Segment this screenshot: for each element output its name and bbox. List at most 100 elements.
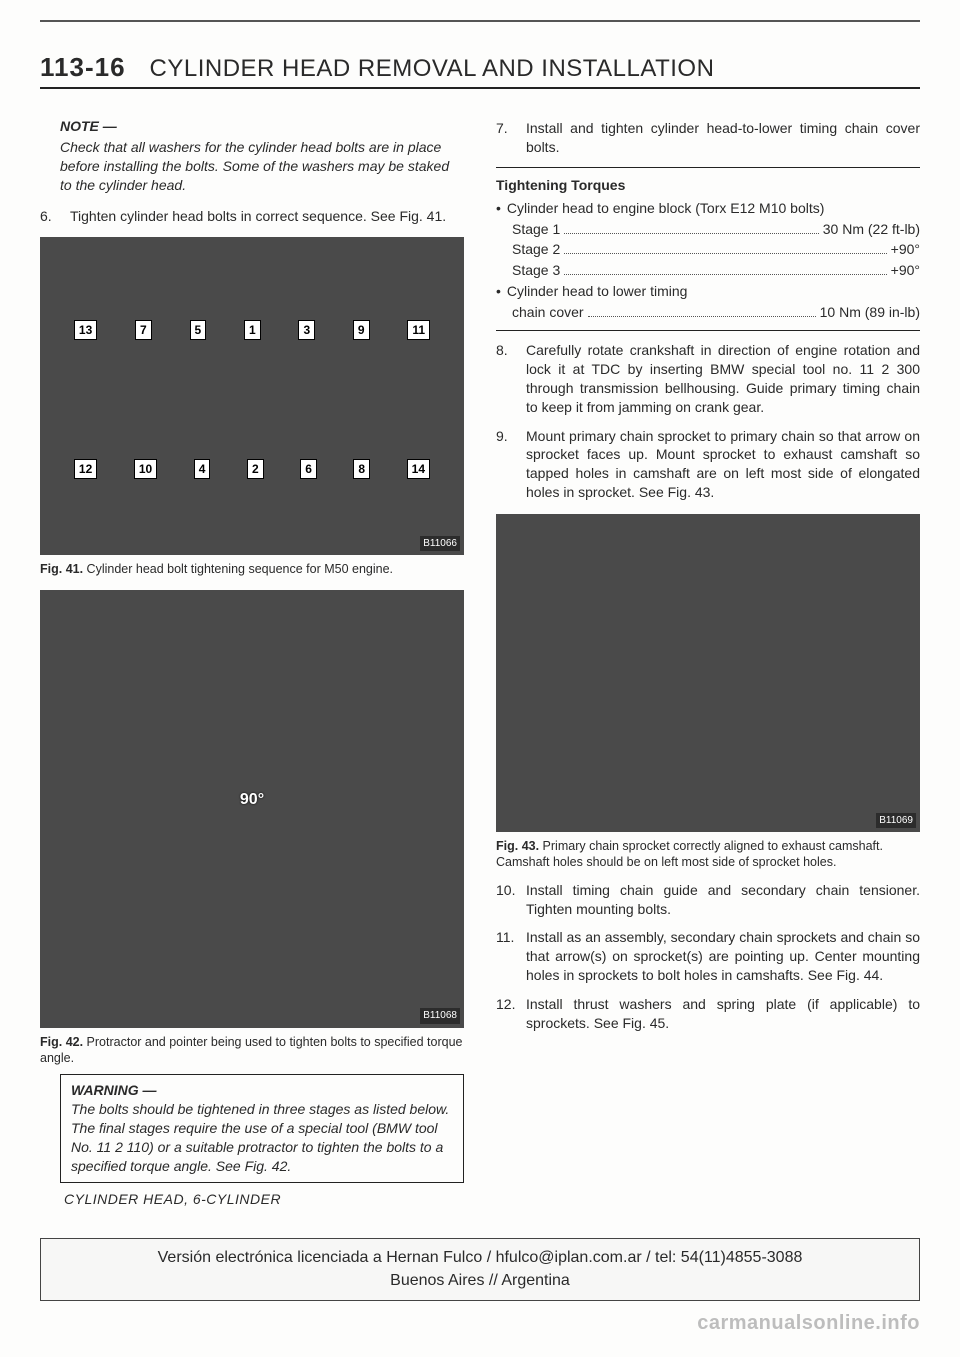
figure-41: 13 7 5 1 3 9 11 12 10 4 2 6 8 bbox=[40, 237, 464, 577]
watermark: carmanualsonline.info bbox=[697, 1312, 920, 1335]
bullet-icon: • bbox=[496, 282, 501, 301]
step-11: 11. Install as an assembly, secondary ch… bbox=[496, 928, 920, 985]
bolt-num: 8 bbox=[353, 459, 370, 479]
step-text: Mount primary chain sprocket to primary … bbox=[526, 427, 920, 503]
torque-label: Stage 3 bbox=[512, 261, 560, 280]
torque-item: Stage 1 30 Nm (22 ft-lb) bbox=[512, 220, 920, 239]
bolt-num: 9 bbox=[353, 320, 370, 340]
dot-leader bbox=[564, 274, 886, 275]
bolt-seq-bottom: 12 10 4 2 6 8 14 bbox=[74, 459, 430, 479]
figure-41-caption: Fig. 41. Cylinder head bolt tightening s… bbox=[40, 561, 464, 577]
torque-label: Cylinder head to lower timing bbox=[507, 282, 688, 301]
figure-42-caption: Fig. 42. Protractor and pointer being us… bbox=[40, 1034, 464, 1067]
figure-label: Fig. 42. bbox=[40, 1035, 83, 1049]
dot-leader bbox=[588, 316, 816, 317]
figure-42-image: 90° B11068 bbox=[40, 590, 464, 1028]
figure-id: B11068 bbox=[420, 1008, 460, 1024]
bolt-num: 3 bbox=[298, 320, 315, 340]
step-number: 11. bbox=[496, 928, 518, 985]
step-text: Install and tighten cylinder head-to-low… bbox=[526, 119, 920, 157]
license-bar: Versión electrónica licenciada a Hernan … bbox=[40, 1238, 920, 1301]
section-rule bbox=[496, 330, 920, 331]
torque-item: chain cover 10 Nm (89 in-lb) bbox=[512, 303, 920, 322]
footer-section-title: CYLINDER HEAD, 6-CYLINDER bbox=[64, 1191, 281, 1207]
angle-label: 90° bbox=[240, 789, 264, 811]
step-number: 9. bbox=[496, 427, 518, 503]
warning-box: WARNING — The bolts should be tightened … bbox=[60, 1074, 464, 1182]
content-columns: NOTE — Check that all washers for the cy… bbox=[40, 109, 920, 1195]
figure-43: B11069 Fig. 43. Primary chain sprocket c… bbox=[496, 514, 920, 871]
page-header: 113-16 CYLINDER HEAD REMOVAL AND INSTALL… bbox=[40, 52, 920, 83]
torque-value: 30 Nm (22 ft-lb) bbox=[823, 220, 920, 239]
figure-label: Fig. 41. bbox=[40, 562, 83, 576]
step-text: Carefully rotate crankshaft in direction… bbox=[526, 341, 920, 417]
torque-item: • Cylinder head to engine block (Torx E1… bbox=[496, 199, 920, 218]
figure-caption-text: Protractor and pointer being used to tig… bbox=[40, 1035, 463, 1065]
bolt-seq-top: 13 7 5 1 3 9 11 bbox=[74, 320, 430, 340]
bolt-num: 4 bbox=[194, 459, 211, 479]
figure-41-image: 13 7 5 1 3 9 11 12 10 4 2 6 8 bbox=[40, 237, 464, 555]
dot-leader bbox=[564, 253, 886, 254]
warning-text: The bolts should be tightened in three s… bbox=[71, 1100, 453, 1176]
page-number: 113-16 bbox=[40, 52, 126, 83]
left-column: NOTE — Check that all washers for the cy… bbox=[40, 109, 464, 1195]
step-number: 12. bbox=[496, 995, 518, 1033]
bolt-num: 5 bbox=[190, 320, 207, 340]
figure-42: 90° B11068 Fig. 42. Protractor and point… bbox=[40, 590, 464, 1067]
step-12: 12. Install thrust washers and spring pl… bbox=[496, 995, 920, 1033]
figure-43-caption: Fig. 43. Primary chain sprocket correctl… bbox=[496, 838, 920, 871]
license-line-1: Versión electrónica licenciada a Hernan … bbox=[47, 1247, 913, 1269]
torque-value: +90° bbox=[891, 261, 920, 280]
step-number: 10. bbox=[496, 881, 518, 919]
step-6: 6. Tighten cylinder head bolts in correc… bbox=[40, 207, 464, 226]
torque-list: • Cylinder head to engine block (Torx E1… bbox=[496, 199, 920, 322]
bolt-num: 10 bbox=[134, 459, 157, 479]
bolt-num: 11 bbox=[407, 320, 430, 340]
torque-item: • Cylinder head to lower timing bbox=[496, 282, 920, 301]
license-line-2: Buenos Aires // Argentina bbox=[47, 1270, 913, 1292]
torque-label: Stage 2 bbox=[512, 240, 560, 259]
step-number: 8. bbox=[496, 341, 518, 417]
top-rule bbox=[40, 20, 920, 22]
torque-heading: Tightening Torques bbox=[496, 176, 920, 195]
torque-label: chain cover bbox=[512, 303, 584, 322]
bolt-num: 1 bbox=[244, 320, 261, 340]
step-text: Install timing chain guide and secondary… bbox=[526, 881, 920, 919]
step-number: 7. bbox=[496, 119, 518, 157]
bullet-icon: • bbox=[496, 199, 501, 218]
note-box: NOTE — Check that all washers for the cy… bbox=[60, 117, 464, 195]
page-title: CYLINDER HEAD REMOVAL AND INSTALLATION bbox=[150, 55, 715, 83]
bolt-num: 7 bbox=[135, 320, 152, 340]
figure-caption-text: Primary chain sprocket correctly aligned… bbox=[496, 839, 883, 869]
figure-id: B11066 bbox=[420, 536, 460, 552]
step-text: Tighten cylinder head bolts in correct s… bbox=[70, 207, 464, 226]
step-8: 8. Carefully rotate crankshaft in direct… bbox=[496, 341, 920, 417]
step-10: 10. Install timing chain guide and secon… bbox=[496, 881, 920, 919]
header-rule bbox=[40, 87, 920, 89]
bolt-num: 14 bbox=[407, 459, 430, 479]
step-9: 9. Mount primary chain sprocket to prima… bbox=[496, 427, 920, 503]
figure-id: B11069 bbox=[876, 813, 916, 829]
figure-caption-text: Cylinder head bolt tightening sequence f… bbox=[83, 562, 393, 576]
torque-label: Cylinder head to engine block (Torx E12 … bbox=[507, 199, 825, 218]
warning-title: WARNING — bbox=[71, 1082, 157, 1098]
torque-item: Stage 2 +90° bbox=[512, 240, 920, 259]
page: 113-16 CYLINDER HEAD REMOVAL AND INSTALL… bbox=[0, 0, 960, 1357]
bolt-num: 12 bbox=[74, 459, 97, 479]
right-column: 7. Install and tighten cylinder head-to-… bbox=[496, 109, 920, 1195]
bolt-num: 2 bbox=[247, 459, 264, 479]
step-text: Install as an assembly, secondary chain … bbox=[526, 928, 920, 985]
step-7: 7. Install and tighten cylinder head-to-… bbox=[496, 119, 920, 157]
dot-leader bbox=[564, 233, 818, 234]
step-text: Install thrust washers and spring plate … bbox=[526, 995, 920, 1033]
step-number: 6. bbox=[40, 207, 62, 226]
torque-label: Stage 1 bbox=[512, 220, 560, 239]
figure-label: Fig. 43. bbox=[496, 839, 539, 853]
figure-43-image: B11069 bbox=[496, 514, 920, 832]
bolt-num: 6 bbox=[300, 459, 317, 479]
torque-item: Stage 3 +90° bbox=[512, 261, 920, 280]
note-text: Check that all washers for the cylinder … bbox=[60, 138, 464, 195]
torque-value: +90° bbox=[891, 240, 920, 259]
torque-value: 10 Nm (89 in-lb) bbox=[820, 303, 920, 322]
bolt-num: 13 bbox=[74, 320, 97, 340]
